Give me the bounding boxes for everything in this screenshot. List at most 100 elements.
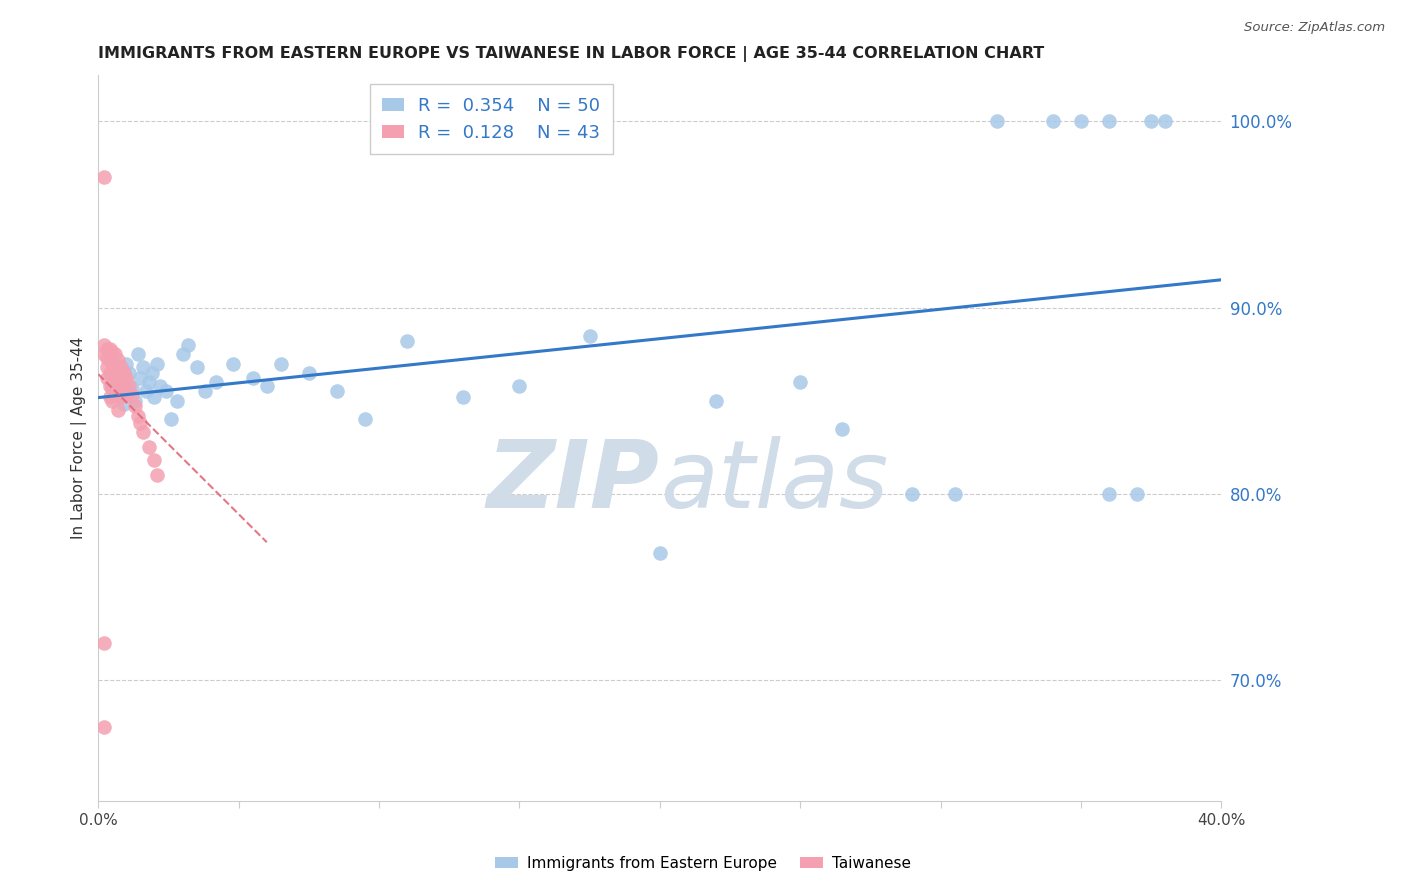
Point	[101, 381, 124, 395]
Point	[194, 384, 217, 399]
Point	[121, 388, 143, 402]
Point	[98, 342, 121, 356]
Point	[943, 487, 966, 501]
Point	[101, 357, 124, 371]
Point	[155, 384, 177, 399]
Point	[112, 397, 135, 411]
Point	[453, 390, 475, 404]
Point	[789, 375, 811, 389]
Point	[93, 347, 115, 361]
Point	[124, 400, 146, 414]
Point	[98, 390, 121, 404]
Point	[354, 412, 377, 426]
Point	[1154, 114, 1177, 128]
Point	[129, 416, 152, 430]
Point	[112, 366, 135, 380]
Point	[166, 393, 188, 408]
Point	[901, 487, 924, 501]
Text: ZIP: ZIP	[486, 435, 659, 527]
Point	[107, 352, 129, 367]
Text: IMMIGRANTS FROM EASTERN EUROPE VS TAIWANESE IN LABOR FORCE | AGE 35-44 CORRELATI: IMMIGRANTS FROM EASTERN EUROPE VS TAIWAN…	[98, 46, 1045, 62]
Point	[104, 347, 127, 361]
Point	[172, 347, 194, 361]
Point	[270, 357, 292, 371]
Point	[129, 371, 152, 385]
Point	[96, 360, 118, 375]
Point	[648, 546, 671, 560]
Point	[143, 453, 166, 467]
Point	[93, 636, 115, 650]
Point	[1042, 114, 1064, 128]
Point	[104, 375, 127, 389]
Point	[93, 720, 115, 734]
Point	[110, 375, 132, 389]
Point	[101, 393, 124, 408]
Point	[98, 366, 121, 380]
Point	[104, 360, 127, 375]
Point	[93, 170, 115, 185]
Point	[127, 409, 149, 423]
Point	[141, 366, 163, 380]
Point	[115, 357, 138, 371]
Point	[127, 347, 149, 361]
Point	[110, 390, 132, 404]
Point	[118, 366, 141, 380]
Legend: Immigrants from Eastern Europe, Taiwanese: Immigrants from Eastern Europe, Taiwanes…	[489, 850, 917, 877]
Point	[101, 379, 124, 393]
Point	[186, 360, 208, 375]
Point	[326, 384, 349, 399]
Point	[115, 371, 138, 385]
Point	[93, 338, 115, 352]
Point	[149, 379, 172, 393]
Point	[704, 393, 727, 408]
Point	[107, 403, 129, 417]
Point	[508, 379, 530, 393]
Point	[101, 345, 124, 359]
Point	[242, 371, 264, 385]
Legend: R =  0.354    N = 50, R =  0.128    N = 43: R = 0.354 N = 50, R = 0.128 N = 43	[370, 84, 613, 154]
Point	[1140, 114, 1163, 128]
Text: atlas: atlas	[659, 436, 889, 527]
Point	[96, 342, 118, 356]
Y-axis label: In Labor Force | Age 35-44: In Labor Force | Age 35-44	[72, 337, 87, 539]
Point	[1098, 114, 1121, 128]
Point	[96, 351, 118, 365]
Point	[115, 388, 138, 402]
Point	[138, 375, 160, 389]
Point	[124, 393, 146, 408]
Point	[135, 384, 157, 399]
Point	[143, 390, 166, 404]
Point	[107, 371, 129, 385]
Point	[177, 338, 200, 352]
Point	[298, 366, 321, 380]
Point	[112, 381, 135, 395]
Point	[222, 357, 245, 371]
Point	[256, 379, 278, 393]
Point	[1070, 114, 1092, 128]
Point	[104, 388, 127, 402]
Point	[118, 379, 141, 393]
Point	[101, 369, 124, 384]
Point	[96, 371, 118, 385]
Point	[146, 468, 169, 483]
Point	[107, 364, 129, 378]
Point	[132, 360, 155, 375]
Point	[98, 352, 121, 367]
Point	[107, 379, 129, 393]
Point	[205, 375, 228, 389]
Point	[98, 379, 121, 393]
Point	[578, 328, 600, 343]
Point	[121, 381, 143, 395]
Point	[986, 114, 1008, 128]
Point	[831, 422, 853, 436]
Point	[160, 412, 183, 426]
Point	[1098, 487, 1121, 501]
Point	[110, 360, 132, 375]
Text: Source: ZipAtlas.com: Source: ZipAtlas.com	[1244, 21, 1385, 34]
Point	[146, 357, 169, 371]
Point	[110, 384, 132, 399]
Point	[132, 425, 155, 440]
Point	[396, 334, 419, 348]
Point	[1126, 487, 1149, 501]
Point	[138, 440, 160, 454]
